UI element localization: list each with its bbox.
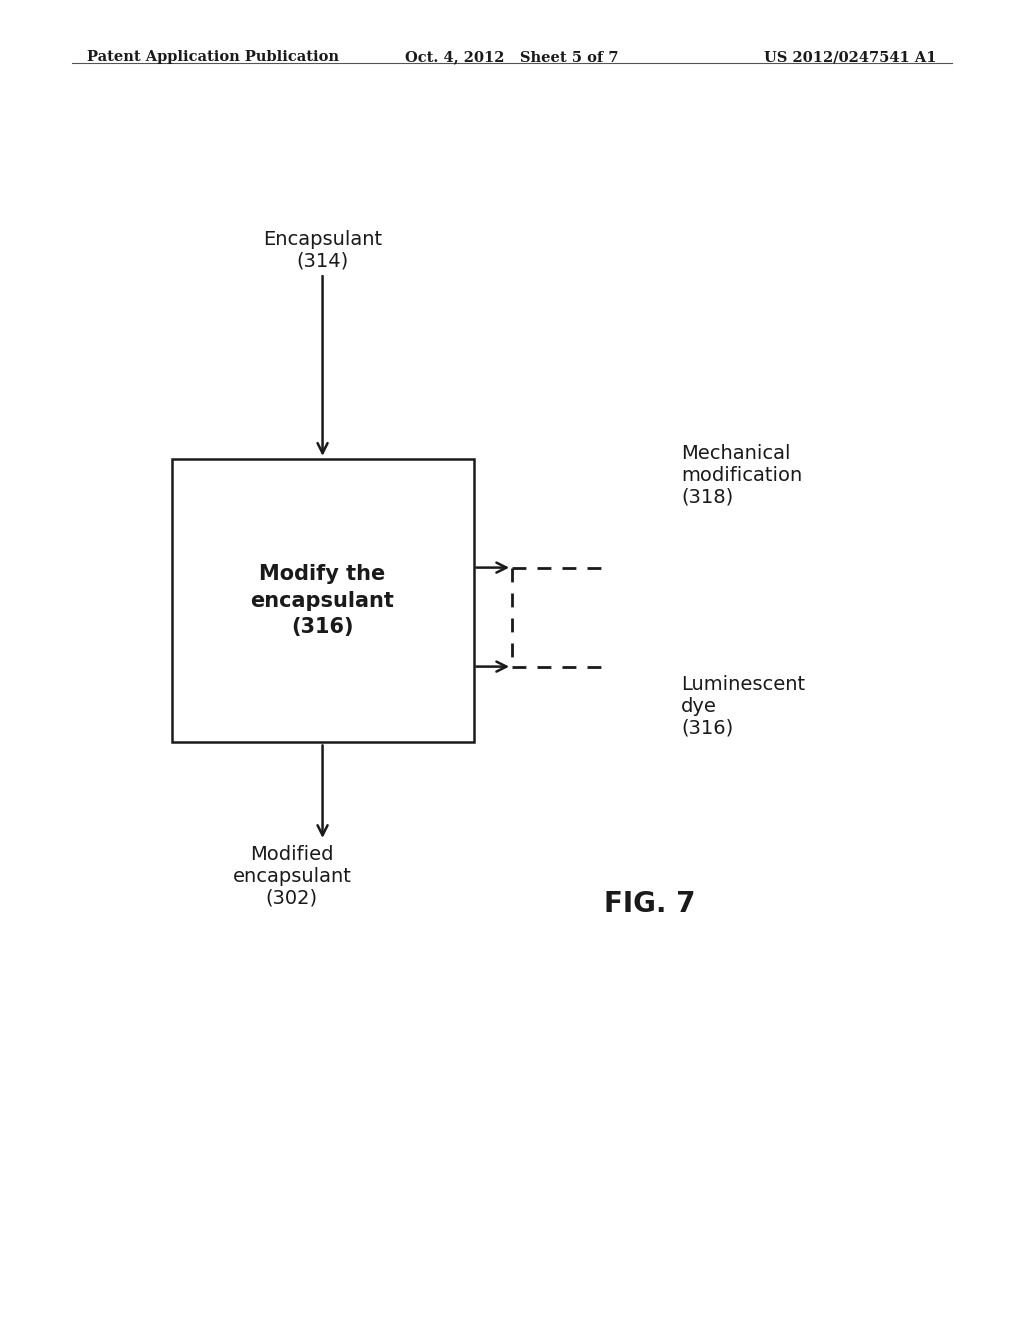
Text: Luminescent
dye
(316): Luminescent dye (316) xyxy=(681,675,805,738)
Text: Encapsulant
(314): Encapsulant (314) xyxy=(263,230,382,271)
Text: Patent Application Publication: Patent Application Publication xyxy=(87,50,339,65)
Text: Modified
encapsulant
(302): Modified encapsulant (302) xyxy=(232,845,351,908)
Text: Mechanical
modification
(318): Mechanical modification (318) xyxy=(681,444,802,507)
Text: Oct. 4, 2012   Sheet 5 of 7: Oct. 4, 2012 Sheet 5 of 7 xyxy=(406,50,618,65)
Text: FIG. 7: FIG. 7 xyxy=(604,890,696,919)
Bar xyxy=(172,458,473,742)
Text: Modify the
encapsulant
(316): Modify the encapsulant (316) xyxy=(251,564,394,638)
Text: US 2012/0247541 A1: US 2012/0247541 A1 xyxy=(765,50,937,65)
